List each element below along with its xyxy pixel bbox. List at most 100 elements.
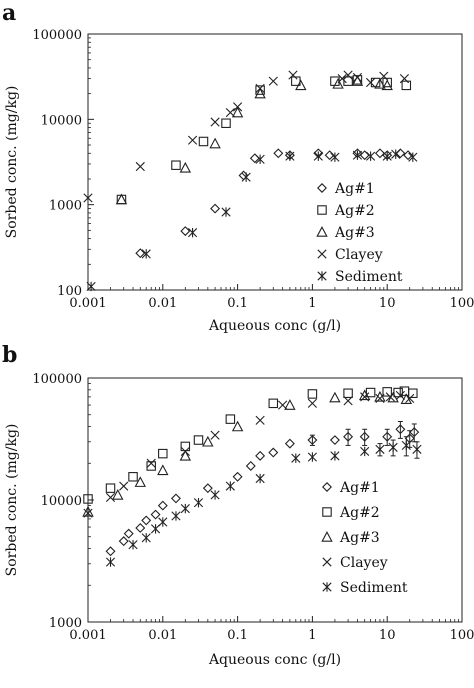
point-clayey [278, 400, 288, 410]
point-sediment [313, 151, 323, 161]
legend-label: Ag#1 [334, 181, 375, 197]
panel-a-points [83, 70, 418, 292]
point-clayey [187, 135, 198, 145]
panel-a-ticks: 0.001 0.01 0.1 1 10 100 100 1000 10000 100000 [32, 28, 474, 311]
point-clayey [360, 392, 370, 402]
x-tick-label: 1 [308, 628, 316, 643]
point-ag3 [202, 435, 214, 447]
point-clayey [255, 83, 265, 94]
point-ag2 [365, 387, 376, 398]
point-ag1 [329, 435, 340, 446]
point-ag2 [382, 77, 392, 88]
point-ag3 [115, 193, 128, 205]
point-ag3 [358, 389, 371, 401]
panel-a-plot-frame [87, 33, 463, 291]
point-ag3 [295, 79, 307, 91]
point-ag2 [198, 136, 209, 147]
point-ag1 [118, 536, 129, 547]
legend-label: Sediment [335, 269, 403, 285]
point-sediment [352, 150, 363, 160]
point-ag1 [170, 493, 181, 504]
legend-marker-clayey [317, 249, 327, 259]
point-ag1 [395, 424, 406, 435]
point-sediment [141, 249, 151, 259]
point-ag3 [157, 464, 169, 476]
point-ag2 [307, 389, 318, 399]
point-ag1 [141, 515, 152, 526]
point-clayey [405, 393, 415, 404]
point-sediment [408, 152, 418, 162]
point-sediment [360, 446, 370, 457]
point-clayey [337, 74, 347, 84]
point-sediment [255, 154, 265, 165]
x-tick-label: 0.1 [227, 628, 248, 643]
point-ag2 [105, 483, 116, 493]
panel-a: a 0.001 0.01 0.1 1 10 100 100 1000 10000 100000 A… [2, 0, 474, 334]
legend-marker-ag3 [316, 226, 328, 237]
point-clayey [385, 392, 395, 402]
x-tick-label: 0.01 [148, 628, 177, 643]
point-ag3 [209, 137, 221, 149]
point-ag2 [158, 448, 168, 459]
legend-label: Ag#3 [334, 225, 375, 241]
point-sediment [105, 557, 116, 567]
point-ag1 [123, 528, 134, 539]
panel-a-ylabel: Sorbed conc. (mg/kg) [4, 86, 20, 239]
point-sediment [391, 149, 401, 159]
point-clayey [268, 76, 278, 86]
point-sediment [241, 172, 251, 182]
panel-b-label: b [2, 342, 17, 368]
point-clayey [146, 458, 156, 468]
x-tick-label: 100 [450, 628, 474, 643]
point-ag1 [255, 450, 266, 461]
point-ag1 [150, 509, 161, 520]
point-ag1 [284, 438, 295, 449]
x-tick-label: 0.001 [69, 296, 106, 311]
y-tick-label: 1000 [49, 616, 82, 631]
point-ag1 [409, 427, 420, 438]
panel-a-xlabel: Aqueous conc (g/l) [208, 318, 341, 334]
point-ag2 [343, 388, 353, 398]
y-tick-label: 100 [57, 284, 82, 299]
point-sediment [128, 540, 138, 550]
point-ag1 [202, 483, 213, 494]
point-sediment [221, 207, 231, 217]
point-sediment [291, 453, 301, 463]
point-clayey [399, 74, 410, 84]
x-tick-label: 0.001 [69, 628, 106, 643]
point-clayey [210, 117, 220, 127]
panel-a-legend: Ag#1 Ag#2 Ag#3 Clayey Sediment [316, 181, 403, 285]
point-ag3 [231, 420, 244, 432]
point-ag2 [382, 387, 392, 397]
point-clayey [83, 193, 93, 203]
point-clayey [343, 70, 353, 80]
x-tick-label: 10 [379, 296, 396, 311]
point-clayey [135, 161, 145, 172]
x-tick-label: 0.1 [227, 296, 248, 311]
point-ag1 [273, 148, 284, 159]
point-ag2 [193, 435, 204, 445]
point-ag1 [232, 471, 243, 482]
x-tick-label: 10 [379, 628, 396, 643]
panel-b-ticks: 0.001 0.01 0.1 1 10 100 1000 10000 100000 [32, 372, 474, 643]
point-clayey [225, 107, 235, 118]
point-sediment [86, 281, 96, 292]
legend-label: Clayey [335, 247, 383, 263]
point-ag3 [374, 77, 386, 89]
point-ag1 [268, 447, 279, 458]
y-tick-label: 10000 [41, 113, 82, 128]
legend-label: Clayey [340, 555, 388, 571]
point-sediment [141, 533, 151, 543]
panel-b-points [82, 386, 422, 567]
point-clayey [210, 430, 220, 440]
point-ag2 [128, 472, 138, 482]
panel-b-legend: Ag#1 Ag#2 Ag#3 Clayey Sediment [321, 480, 408, 596]
point-ag1 [359, 431, 370, 442]
point-ag2 [171, 160, 181, 170]
point-sediment [388, 442, 398, 453]
point-ag2 [401, 80, 412, 91]
point-ag3 [284, 399, 296, 410]
point-ag2 [255, 85, 265, 95]
legend-marker-ag2 [322, 507, 332, 517]
